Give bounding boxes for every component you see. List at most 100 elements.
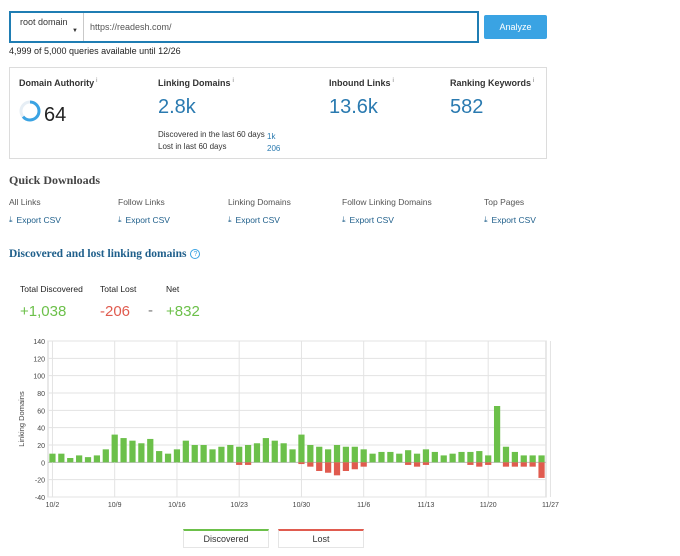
discovered-bar	[307, 445, 314, 463]
x-tick-label: 11/13	[417, 502, 434, 509]
lost-bar	[538, 462, 545, 478]
export-csv-label: Export CSV	[491, 215, 536, 225]
lost-bar	[529, 462, 536, 467]
legend-lost[interactable]: Lost	[278, 529, 364, 548]
url-input[interactable]	[84, 13, 477, 41]
discovered-bar	[431, 451, 438, 463]
discovered-bar	[164, 453, 172, 463]
info-icon[interactable]: i	[392, 78, 394, 84]
discovered-bar	[413, 453, 421, 463]
linking-domains-chart: -40 -20 0 20 40 60 80 100 120 140 10/2 10/9 10/16 10/…	[17, 339, 559, 509]
ranking-keywords-value: 582	[450, 96, 484, 118]
discovered-link[interactable]: 1k	[267, 132, 276, 141]
discovered-bar	[218, 446, 225, 463]
discovered-bar	[191, 445, 198, 463]
discovered-bar	[209, 449, 216, 463]
export-csv-label: Export CSV	[349, 215, 394, 225]
discovered-bar	[200, 445, 207, 463]
download-icon: ⤓	[342, 215, 346, 224]
discovered-bar	[333, 445, 341, 463]
discovered-bar	[440, 455, 447, 463]
total-discovered-label: Total Discovered	[20, 284, 83, 294]
export-csv-link[interactable]: ⤓ Export CSV	[342, 215, 432, 225]
discovered-bar	[280, 443, 287, 463]
help-icon[interactable]: ?	[190, 249, 201, 259]
linking-domains-value: 2.8k	[158, 96, 196, 118]
discovered-bar	[156, 451, 163, 463]
lost-link[interactable]: 206	[267, 144, 281, 153]
discovered-bar	[289, 449, 296, 463]
export-csv-link[interactable]: ⤓ Export CSV	[9, 215, 61, 225]
discovered-bar	[396, 453, 403, 463]
discovered-bar	[511, 451, 518, 463]
total-lost-label: Total Lost	[100, 284, 137, 294]
mode-select[interactable]: root domain ▼	[11, 13, 84, 41]
info-icon[interactable]: i	[96, 78, 98, 84]
total-lost-value: -206	[100, 303, 131, 320]
export-csv-label: Export CSV	[235, 215, 280, 225]
x-tick-label: 10/2	[46, 502, 60, 509]
download-label: Top Pages	[484, 197, 525, 207]
export-csv-label: Export CSV	[125, 215, 170, 225]
quota-text: 4,999 of 5,000 queries available until 1…	[9, 46, 181, 56]
discovered-bar	[173, 449, 181, 463]
legend-discovered[interactable]: Discovered	[183, 529, 269, 548]
metrics-card: Domain Authority i 64 Linking Domains i 2.…	[9, 67, 547, 159]
discovered-bar	[111, 434, 118, 463]
download-follow-linking-domains: Follow Linking Domains ⤓ Export CSV	[342, 197, 432, 225]
discovered-bar	[422, 449, 430, 463]
x-tick-label: 10/9	[108, 502, 122, 509]
discovered-bar	[102, 449, 109, 463]
plot-border	[47, 340, 547, 498]
y-tick-label: -40	[35, 495, 45, 502]
discovered-bar	[387, 451, 394, 463]
export-csv-link[interactable]: ⤓ Export CSV	[228, 215, 291, 225]
download-label: Follow Linking Domains	[342, 197, 432, 207]
discovered-bar	[342, 446, 350, 463]
export-csv-link[interactable]: ⤓ Export CSV	[484, 215, 536, 225]
download-icon: ⤓	[9, 215, 13, 224]
discovered-bar	[485, 455, 492, 463]
download-all-links: All Links ⤓ Export CSV	[9, 197, 61, 225]
info-icon[interactable]: i	[232, 78, 234, 84]
discovered-bar	[405, 450, 412, 463]
x-tick-label: 11/27	[542, 502, 559, 509]
discovered-bar	[49, 453, 56, 463]
discovered-bar	[227, 445, 234, 463]
download-icon: ⤓	[228, 215, 232, 224]
quick-downloads-title: Quick Downloads	[9, 173, 101, 187]
linking-domains-metric: Linking Domains i 2.8k Discovered in the …	[158, 78, 280, 153]
export-csv-label: Export CSV	[16, 215, 61, 225]
discovered-bar	[467, 451, 474, 463]
discovered-bar	[262, 438, 269, 463]
discovered-bar	[244, 445, 252, 463]
export-csv-link[interactable]: ⤓ Export CSV	[118, 215, 170, 225]
lost-bar	[342, 462, 350, 471]
y-axis-label: Linking Domains	[17, 391, 26, 447]
discovered-bar	[298, 434, 305, 463]
discovered-bar	[351, 446, 358, 463]
discovered-bar	[520, 455, 527, 463]
da-ring-icon	[19, 100, 41, 122]
lost-bar	[360, 462, 367, 467]
download-label: All Links	[9, 197, 41, 207]
lost-bar	[476, 462, 483, 467]
info-icon[interactable]: i	[533, 78, 535, 84]
discovered-bar	[76, 455, 83, 463]
discovered-bar	[502, 446, 510, 463]
search-bar: root domain ▼	[9, 11, 479, 43]
ranking-keywords-metric: Ranking Keywords i 582	[450, 78, 534, 119]
discovered-label: Discovered in the last 60 days	[158, 130, 265, 139]
discovered-bar	[378, 451, 385, 463]
analyze-button[interactable]: Analyze	[484, 15, 547, 39]
x-tick-label: 10/16	[168, 502, 186, 509]
download-icon: ⤓	[118, 215, 122, 224]
discovered-bar	[476, 451, 483, 463]
discovered-bar	[67, 458, 74, 463]
separator: -	[148, 302, 153, 319]
discovered-bar	[120, 438, 127, 463]
download-top-pages: Top Pages ⤓ Export CSV	[484, 197, 536, 225]
lost-bar	[351, 462, 358, 470]
discovered-bar	[529, 455, 536, 463]
lost-bar	[502, 462, 510, 467]
